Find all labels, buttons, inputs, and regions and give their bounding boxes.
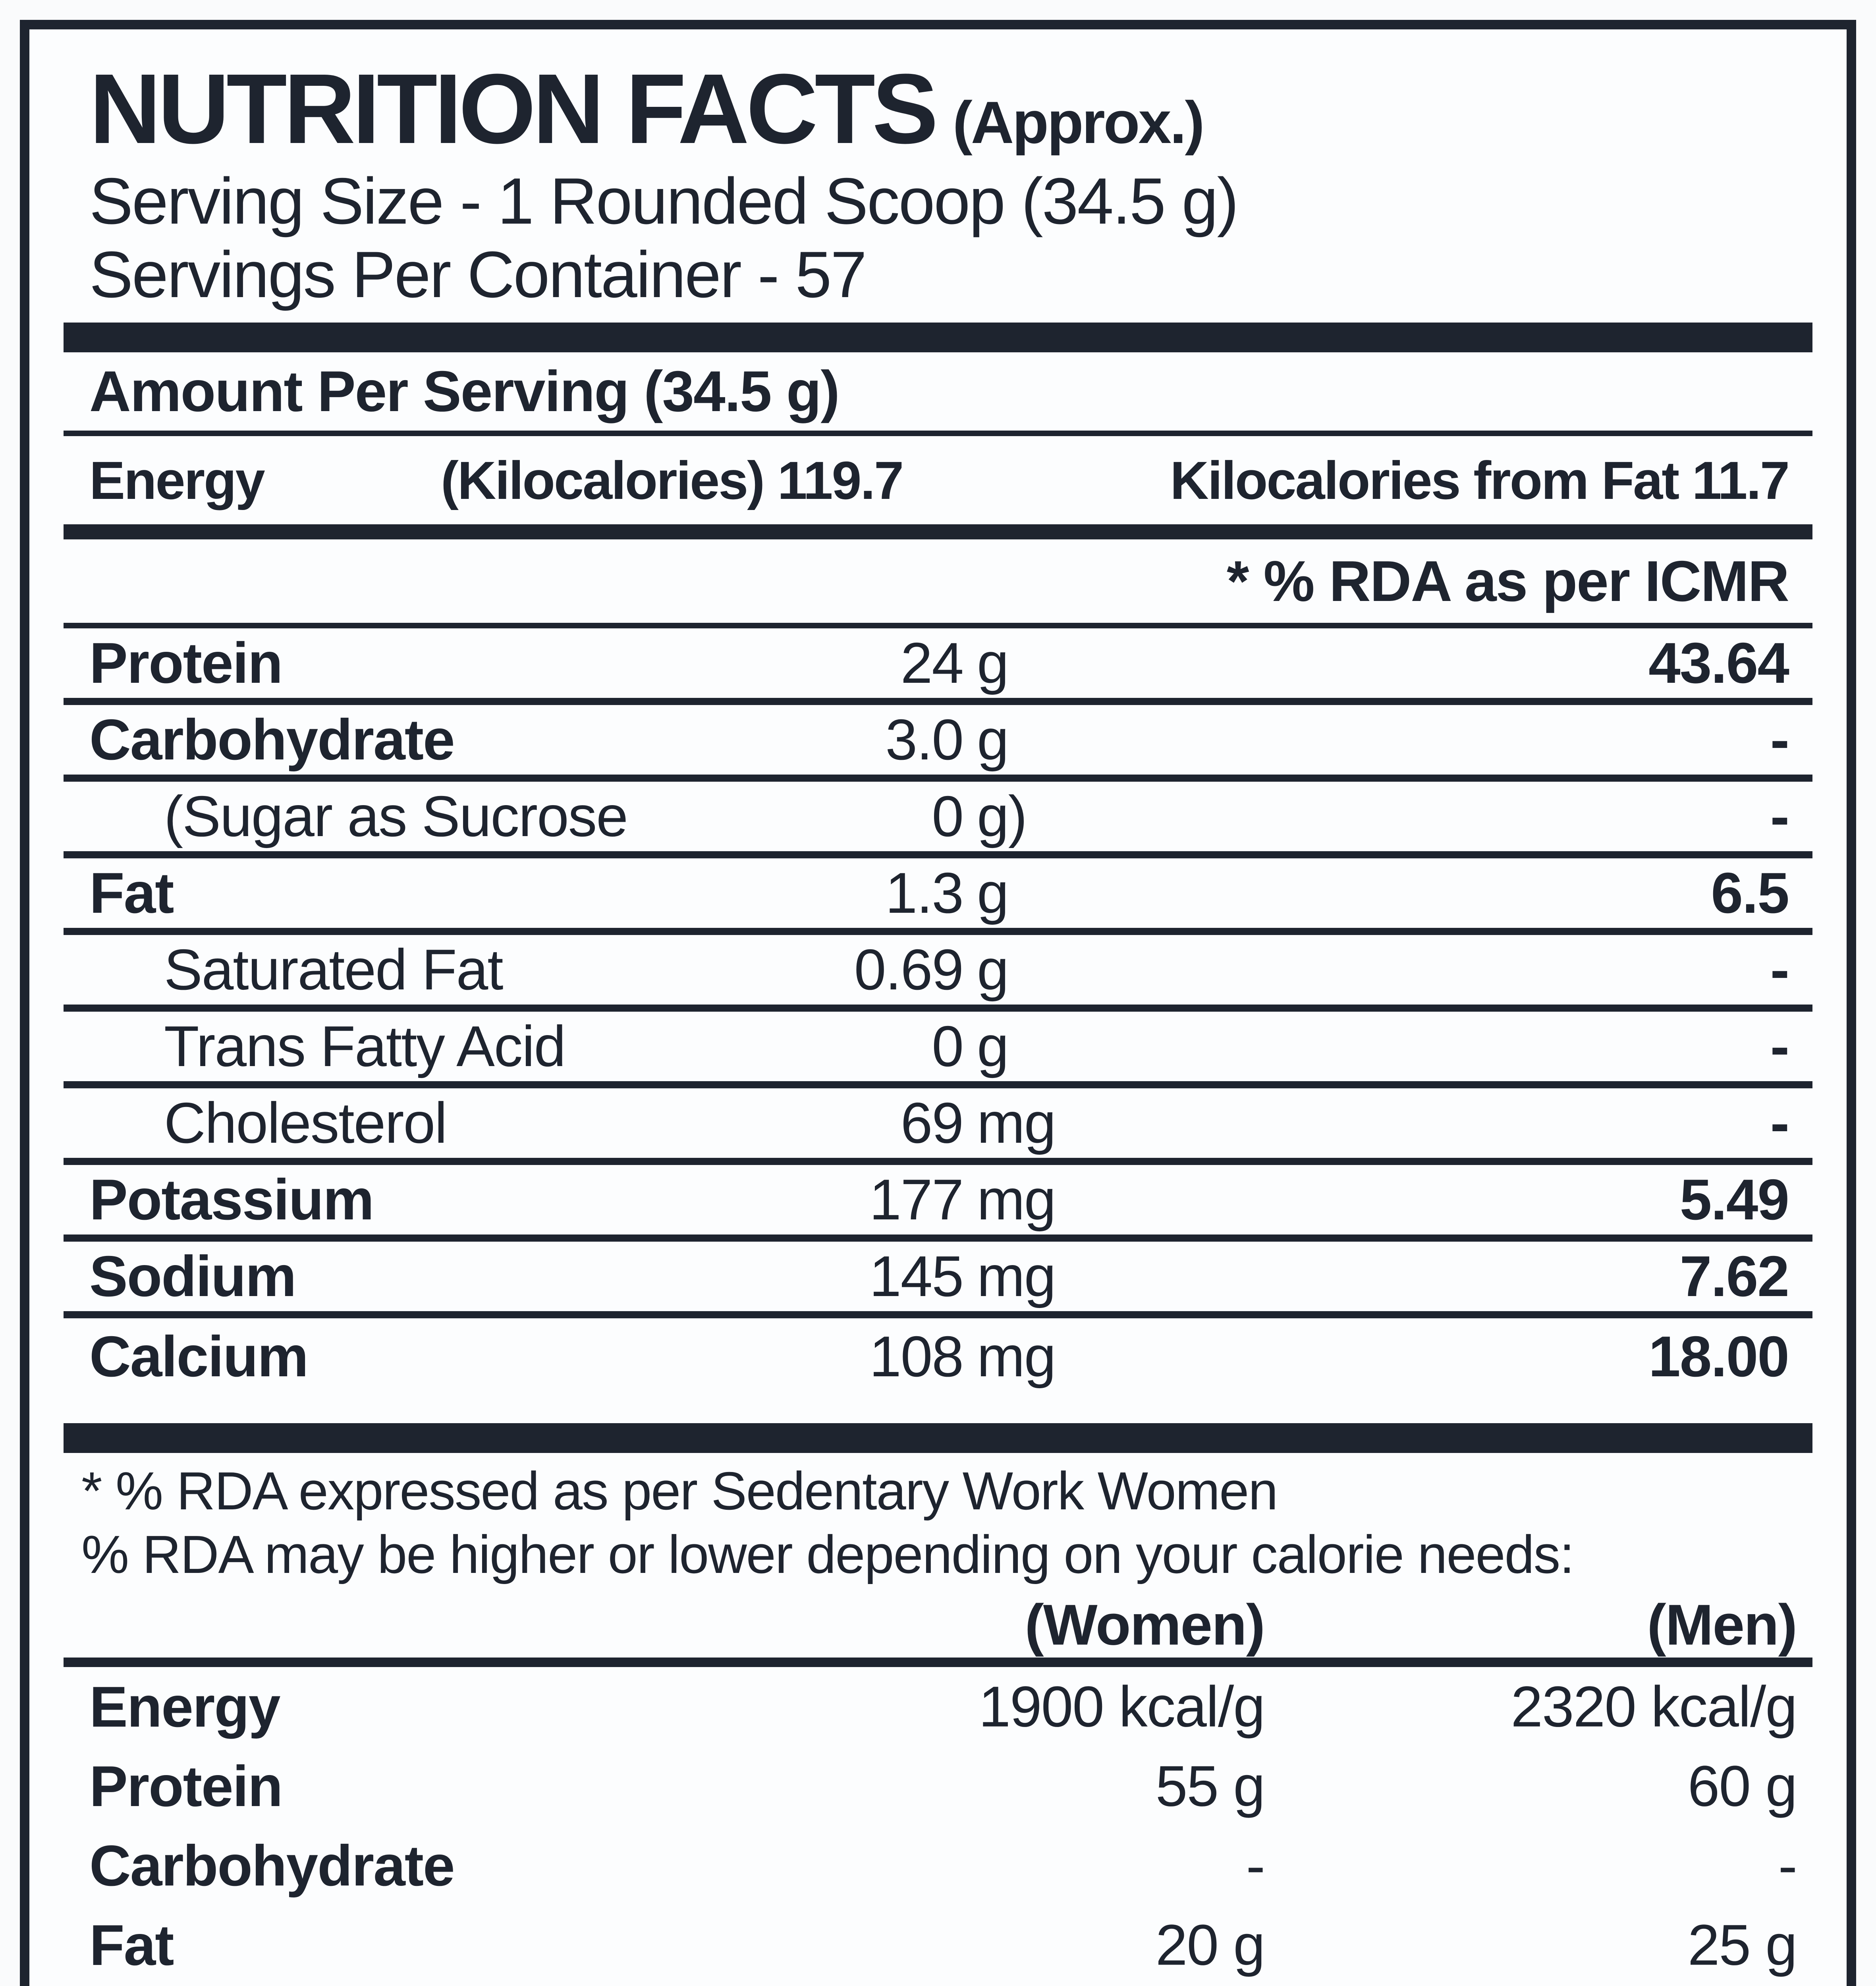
nutrient-row-carbohydrate: Carbohydrate 3.0 g - [64,705,1812,782]
nutrient-rda: - [1770,707,1789,772]
rda-row-women-value: 1900 kcal/g [979,1674,1265,1739]
nutrient-row-cholesterol: Cholesterol 69 mg - [64,1088,1812,1165]
nutrient-unit: g [977,861,1009,925]
nutrient-name: Sodium [89,1244,297,1308]
nutrient-amount: 0 [932,1014,964,1078]
divider-rule-medium [64,1658,1812,1667]
rda-footnote-2: % RDA may be higher or lower depending o… [81,1524,1575,1584]
nutrient-row-protein: Protein 24 g 43.64 [64,628,1812,705]
energy-row: Energy (Kilocalories) 119.7 Kilocalories… [64,436,1812,524]
nutrient-amount: 1.3 [885,861,964,925]
nutrient-row-calcium: Calcium 108 mg 18.00 [64,1318,1812,1395]
nutrient-unit: g) [977,784,1027,848]
rda-table-column-headers: (Women) (Men) [64,1592,1812,1658]
column-header-men: (Men) [1647,1592,1797,1657]
rda-row-name: Energy [89,1674,281,1739]
energy-label: Energy [89,450,265,510]
rda-table-row-fat: Fat 20 g 25 g [64,1905,1812,1985]
rda-row-women-value: 20 g [1155,1913,1265,1977]
column-header-women: (Women) [1025,1592,1265,1657]
rda-row-men-value: - [1778,1833,1797,1898]
nutrient-unit: mg [977,1324,1056,1389]
kilocalories-from-fat-value: Kilocalories from Fat 11.7 [1170,450,1790,510]
serving-size-line: Serving Size - 1 Rounded Scoop (34.5 g) [89,164,1239,238]
nutrient-row-fat: Fat 1.3 g 6.5 [64,858,1812,935]
nutrient-rda: - [1770,937,1789,1002]
nutrition-facts-label: NUTRITION FACTS (Approx.) Serving Size -… [20,20,1856,1986]
nutrient-rda: - [1770,1091,1789,1155]
page-title: NUTRITION FACTS [89,53,938,164]
rda-row-women-value: 55 g [1155,1754,1265,1818]
rda-row-men-value: 60 g [1687,1754,1797,1818]
nutrient-rda: 18.00 [1648,1324,1789,1389]
nutrient-name: Saturated Fat [164,937,504,1002]
rda-table-row-protein: Protein 55 g 60 g [64,1746,1812,1826]
label-content: NUTRITION FACTS (Approx.) Serving Size -… [64,53,1812,1986]
nutrient-amount: 69 [900,1091,964,1155]
nutrient-rda: 5.49 [1679,1167,1789,1232]
divider-rule [64,431,1812,436]
nutrient-name: Fat [89,861,174,925]
nutrient-amount: 0.69 [854,937,964,1002]
nutrient-row-sodium: Sodium 145 mg 7.62 [64,1242,1812,1318]
rda-footnote-1: * % RDA expressed as per Sedentary Work … [81,1461,1278,1521]
nutrient-amount: 108 [869,1324,964,1389]
amount-per-serving-header: Amount Per Serving (34.5 g) [89,359,840,423]
title-approx-note: (Approx.) [952,89,1205,156]
rda-row-name: Protein [89,1754,283,1818]
nutrient-name: Potassium [89,1167,374,1232]
rda-table-row-energy: Energy 1900 kcal/g 2320 kcal/g [64,1667,1812,1746]
nutrient-amount: 145 [869,1244,964,1308]
nutrient-name: Calcium [89,1324,309,1389]
nutrient-amount: 3.0 [885,707,964,772]
nutrient-rda: - [1770,1014,1789,1078]
nutrient-rda: 6.5 [1711,861,1789,925]
rda-row-name: Fat [89,1913,174,1977]
nutrient-name: Protein [89,631,283,695]
energy-kilocalories-value: (Kilocalories) 119.7 [441,450,904,510]
nutrient-row-saturated-fat: Saturated Fat 0.69 g - [64,935,1812,1012]
title-line: NUTRITION FACTS (Approx.) [64,53,1812,164]
nutrient-row-trans-fatty-acid: Trans Fatty Acid 0 g - [64,1012,1812,1088]
nutrient-unit: mg [977,1091,1056,1155]
rda-column-note: * % RDA as per ICMR [1227,549,1789,613]
nutrient-rda: 7.62 [1679,1244,1789,1308]
nutrient-rda: 43.64 [1648,631,1789,695]
nutrient-unit: g [977,707,1009,772]
nutrient-unit: g [977,937,1009,1002]
rda-row-men-value: 2320 kcal/g [1511,1674,1797,1739]
nutrient-row-sugar: (Sugar as Sucrose 0 g) - [64,782,1812,858]
nutrient-unit: mg [977,1244,1056,1308]
servings-per-container-line: Servings Per Container - 57 [89,238,867,311]
divider-rule [64,623,1812,628]
nutrient-unit: g [977,1014,1009,1078]
section-divider-bar [64,323,1812,352]
rda-row-women-value: - [1246,1833,1265,1898]
nutrient-name: Trans Fatty Acid [164,1014,566,1078]
rda-row-name: Carbohydrate [89,1833,455,1898]
nutrient-name: (Sugar as Sucrose [164,784,628,848]
nutrient-amount: 24 [900,631,964,695]
nutrient-row-potassium: Potassium 177 mg 5.49 [64,1165,1812,1242]
nutrient-name: Carbohydrate [89,707,455,772]
divider-rule-thick [64,524,1812,539]
nutrient-amount: 177 [869,1167,964,1232]
nutrient-name: Cholesterol [164,1091,447,1155]
nutrient-unit: g [977,631,1009,695]
nutrient-rda: - [1770,784,1789,848]
nutrient-unit: mg [977,1167,1056,1232]
nutrient-amount: 0 [932,784,964,848]
rda-row-men-value: 25 g [1687,1913,1797,1977]
rda-table-row-carbohydrate: Carbohydrate - - [64,1826,1812,1905]
section-divider-bar [64,1423,1812,1453]
